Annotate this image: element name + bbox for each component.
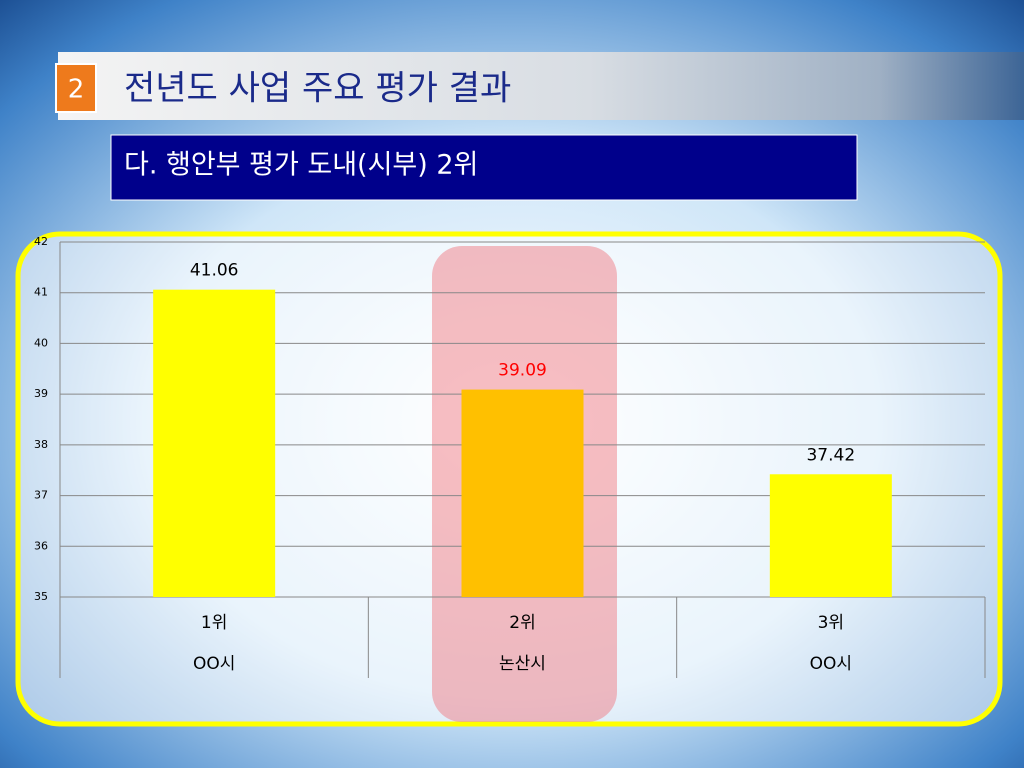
value-label: 37.42	[806, 445, 855, 465]
y-tick-label: 36	[34, 539, 48, 552]
x-tick-label: 2위	[509, 613, 535, 633]
x-tick-sublabel: OO시	[810, 654, 852, 674]
value-label: 41.06	[190, 261, 239, 281]
subtitle-box	[110, 134, 858, 201]
y-tick-label: 39	[34, 387, 48, 400]
section-badge	[55, 63, 97, 113]
value-label: 39.09	[498, 361, 547, 381]
y-tick-label: 40	[34, 336, 48, 349]
y-tick-label: 38	[34, 438, 48, 451]
y-tick-label: 42	[34, 235, 48, 248]
bar	[153, 289, 276, 597]
title-band	[58, 52, 1024, 120]
bar	[461, 389, 584, 597]
x-tick-label: 3위	[818, 613, 844, 633]
x-tick-label: 1위	[201, 613, 227, 633]
section-number: 2	[68, 75, 85, 105]
y-tick-label: 37	[34, 489, 48, 502]
y-tick-label: 41	[34, 286, 48, 299]
x-tick-sublabel: OO시	[193, 654, 235, 674]
y-tick-label: 35	[34, 590, 48, 603]
slide-title: 전년도 사업 주요 평가 결과	[124, 69, 511, 109]
x-tick-sublabel: 논산시	[499, 654, 546, 674]
bar	[769, 474, 892, 597]
subtitle: 다. 행안부 평가 도내(시부) 2위	[124, 150, 478, 181]
